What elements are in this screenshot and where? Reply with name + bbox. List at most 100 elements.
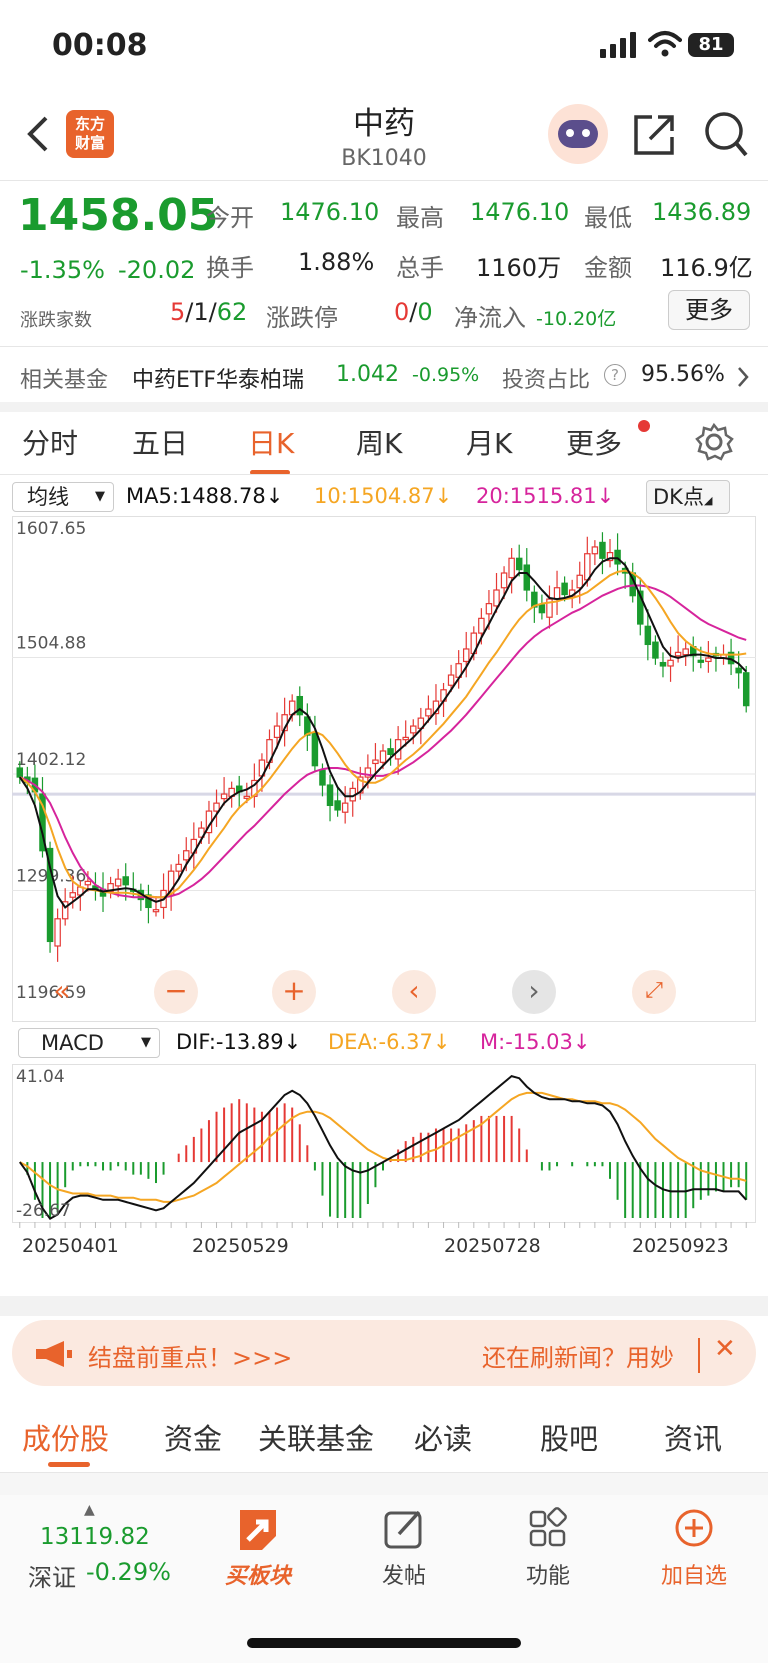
banner-text: 结盘前重点！>>> [88, 1344, 293, 1372]
gear-icon [695, 422, 734, 461]
zoom-in-button[interactable]: + [272, 970, 316, 1014]
candle-body [167, 870, 175, 896]
wifi-icon [648, 31, 682, 57]
section-gap [0, 1296, 768, 1316]
dif-line [18, 1074, 747, 1221]
macd-axis-label: -26.67 [16, 1201, 71, 1221]
open-label: 今开 [206, 204, 254, 232]
candle-body [705, 657, 712, 663]
scroll-left-button[interactable]: ‹ [392, 970, 436, 1014]
macd-select[interactable]: MACD ▼ [18, 1028, 160, 1058]
fullscreen-button[interactable]: ⤢ [632, 970, 676, 1014]
chart-tab-0[interactable]: 分时 [22, 427, 79, 460]
content-tab-5[interactable]: 资讯 [664, 1422, 723, 1456]
candle-body [69, 892, 77, 898]
index-name: 深证 [28, 1564, 76, 1592]
breadth-label: 涨跌家数 [20, 310, 92, 331]
add-watchlist-button[interactable]: 加自选 [644, 1506, 744, 1590]
related-fund-row[interactable]: 相关基金 中药ETF华泰柏瑞 1.042 -0.95% 投资占比 ? 95.56… [20, 362, 760, 393]
candle-body [379, 750, 387, 763]
netflow-value: -10.20亿 [536, 308, 617, 330]
chart-tab-1[interactable]: 五日 [132, 427, 189, 460]
chart-frame [12, 516, 756, 1022]
breadth-values: 5/1/62 [170, 298, 248, 326]
macd-axis-label: 41.04 [16, 1067, 65, 1087]
candle-body [561, 582, 568, 596]
brand-icon [240, 1510, 276, 1550]
candle-body [326, 784, 334, 807]
expand-up-icon: ▲ [84, 1502, 95, 1518]
candle-body [107, 883, 114, 893]
candle-body [546, 598, 553, 618]
index-ticker[interactable]: ▲ 13119.82 深证 -0.29% [18, 1502, 188, 1592]
candle-body [553, 587, 561, 600]
search-button[interactable] [704, 111, 748, 157]
content-tab-3[interactable]: 必读 [414, 1422, 473, 1456]
grid-icon [529, 1507, 567, 1547]
zoom-out-button[interactable]: − [154, 970, 198, 1014]
content-tab-2[interactable]: 关联基金 [258, 1422, 375, 1456]
news-banner[interactable]: 结盘前重点！>>> 还在刷新闻？用妙 ✕ [12, 1320, 756, 1386]
low-value: 1436.89 [652, 198, 752, 226]
candle-body [213, 802, 220, 812]
plus-circle-icon [675, 1509, 713, 1547]
app-logo[interactable]: 东方 财富 [66, 110, 114, 158]
chart-tab-2[interactable]: 日K [248, 422, 294, 475]
share-button[interactable] [632, 113, 676, 157]
candle-body [84, 880, 92, 886]
section-gap [0, 402, 768, 412]
candle-body [46, 847, 54, 943]
candle-body [644, 625, 652, 646]
chart-tab-3[interactable]: 周K [356, 427, 403, 460]
dk-button[interactable]: DK点◢ [646, 480, 730, 514]
post-button[interactable]: 发帖 [354, 1506, 454, 1590]
page-title: 中药 [353, 106, 415, 142]
assistant-avatar[interactable] [548, 104, 608, 164]
brand-button[interactable]: 买板块 [208, 1506, 308, 1590]
content-tab-4[interactable]: 股吧 [540, 1422, 599, 1456]
candle-body [16, 767, 24, 778]
chevron-right-icon [738, 367, 749, 387]
ma10-line [19, 569, 747, 899]
candle-body [296, 695, 304, 716]
quote-divider [0, 346, 768, 347]
candle-body [402, 736, 409, 741]
candle-body [122, 876, 129, 886]
candle-body [538, 604, 546, 614]
candle-body [652, 641, 659, 659]
fund-change: -0.95% [412, 364, 480, 386]
limit-values: 0/0 [394, 298, 433, 326]
dea-value: DEA:-6.37↓ [328, 1030, 451, 1054]
x-axis-label: 20250401 [22, 1235, 119, 1257]
candle-body [387, 748, 394, 755]
indicator-select[interactable]: 均线 ▼ [12, 482, 114, 512]
macd-chart[interactable]: 41.04 -26.67 20250401 20250529 20250728 20250… [12, 1064, 756, 1262]
volume-value: 1160万 [476, 254, 562, 282]
close-icon[interactable]: ✕ [714, 1334, 736, 1364]
candle-body [667, 659, 674, 667]
content-tab-1[interactable]: 资金 [164, 1422, 223, 1456]
candle-body [145, 894, 152, 909]
back-button[interactable] [24, 114, 60, 154]
help-icon[interactable]: ? [604, 364, 626, 386]
dif-value: DIF:-13.89↓ [176, 1030, 302, 1054]
candle-body [576, 574, 583, 589]
jump-start-button[interactable]: « [53, 974, 71, 1007]
search-icon [705, 112, 748, 157]
chart-tab-5[interactable]: 更多 [566, 420, 650, 462]
functions-button[interactable]: 功能 [498, 1506, 598, 1590]
chart-tab-4[interactable]: 月K [466, 427, 513, 460]
scroll-right-button[interactable]: › [512, 970, 556, 1014]
index-change: -0.29% [86, 1558, 171, 1586]
share-icon [634, 115, 674, 155]
signal-icon [600, 32, 636, 58]
content-tab-0[interactable]: 成份股 [22, 1422, 110, 1456]
candle-body [697, 659, 705, 663]
chevron-left-icon [27, 116, 48, 152]
banner-right-text: 还在刷新闻？用妙 [482, 1338, 700, 1373]
price-axis-label: 1196.59 [16, 983, 86, 1003]
settings-button[interactable] [694, 422, 734, 462]
more-button[interactable]: 更多 [668, 290, 750, 330]
status-time: 00:08 [52, 28, 148, 63]
